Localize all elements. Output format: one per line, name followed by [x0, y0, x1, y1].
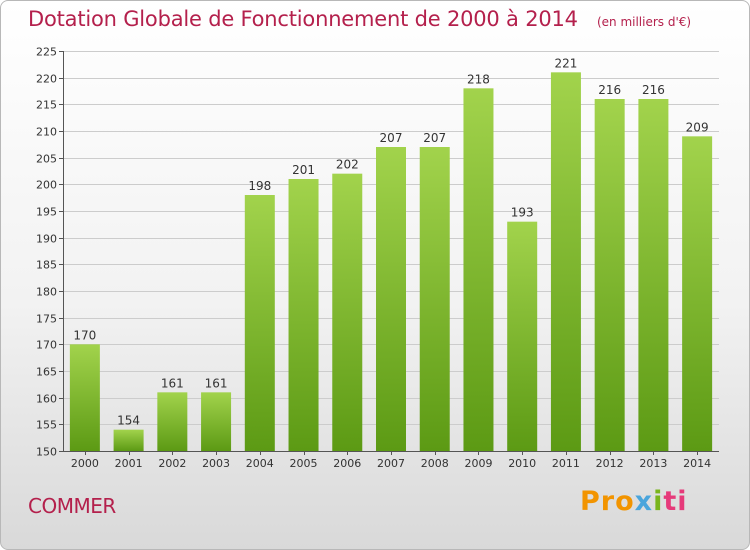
y-tick-label: 155	[36, 419, 57, 432]
y-tick-label: 190	[36, 233, 57, 246]
x-tick-label: 2010	[508, 457, 536, 470]
bar-2004	[244, 195, 275, 451]
bar-2009	[463, 88, 494, 451]
labels: 150 155 160 165 170 175 180 185 190 195 200 205 210 2…	[36, 46, 711, 471]
data-label: 161	[205, 376, 228, 390]
bar-2002	[157, 392, 188, 451]
logo-part-3: i	[653, 486, 664, 517]
data-label: 154	[117, 414, 140, 428]
proxiti-logo: Proxiti	[580, 486, 688, 517]
y-tick-label: 195	[36, 206, 57, 219]
data-label: 198	[248, 179, 271, 193]
y-tick-label: 150	[36, 446, 57, 459]
y-tick-label: 180	[36, 286, 57, 299]
x-tick-label: 2012	[596, 457, 624, 470]
bar-2008	[419, 147, 450, 451]
data-label: 193	[511, 206, 534, 220]
bar-2013	[638, 99, 669, 451]
data-label: 216	[642, 83, 665, 97]
x-tick-label: 2008	[421, 457, 449, 470]
bar-2000	[69, 344, 100, 451]
y-tick-label: 160	[36, 393, 57, 406]
x-tick-label: 2014	[683, 457, 711, 470]
x-tick-label: 2009	[464, 457, 492, 470]
data-label: 170	[73, 328, 96, 342]
y-tick-label: 185	[36, 259, 57, 272]
data-label: 207	[423, 131, 446, 145]
data-label: 216	[598, 83, 621, 97]
x-tick-label: 2011	[552, 457, 580, 470]
data-label: 202	[336, 158, 359, 172]
bar-2005	[288, 179, 319, 451]
bar-2003	[201, 392, 232, 451]
y-tick-label: 210	[36, 126, 57, 139]
y-tick-label: 225	[36, 46, 57, 59]
bar-2007	[376, 147, 406, 451]
chart-unit: (en milliers d'€)	[596, 15, 692, 29]
data-label: 218	[467, 72, 490, 86]
y-tick-label: 170	[36, 339, 57, 352]
bar-2001	[113, 429, 144, 451]
axes	[59, 51, 719, 455]
bars	[69, 72, 713, 452]
y-tick-label: 220	[36, 73, 57, 86]
chart-title: Dotation Globale de Fonctionnement de 20…	[28, 7, 578, 31]
y-tick-label: 205	[36, 153, 57, 166]
logo-part-1: Pro	[580, 486, 635, 517]
data-label: 209	[686, 120, 709, 134]
x-tick-label: 2000	[71, 457, 99, 470]
x-tick-label: 2007	[377, 457, 405, 470]
commune-name: COMMER	[28, 494, 116, 518]
title-row: Dotation Globale de Fonctionnement de 20…	[28, 7, 691, 31]
bar-2012	[594, 99, 625, 451]
x-tick-label: 2003	[202, 457, 230, 470]
data-label: 207	[380, 131, 403, 145]
x-tick-label: 2006	[333, 457, 361, 470]
bar-2006	[332, 173, 363, 451]
x-tick-label: 2004	[246, 457, 274, 470]
logo-part-4: ti	[663, 486, 688, 517]
bar-2011	[550, 72, 581, 451]
data-label: 221	[554, 56, 577, 70]
data-label: 161	[161, 376, 184, 390]
y-tick-label: 165	[36, 366, 57, 379]
y-tick-label: 175	[36, 313, 57, 326]
y-tick-label: 215	[36, 99, 57, 112]
x-tick-label: 2002	[158, 457, 186, 470]
logo-part-2: x	[634, 486, 654, 517]
x-tick-label: 2013	[639, 457, 667, 470]
y-tick-label: 200	[36, 179, 57, 192]
bar-2010	[507, 221, 538, 451]
x-tick-label: 2005	[290, 457, 318, 470]
x-tick-label: 2001	[115, 457, 143, 470]
bar-2014	[682, 136, 713, 452]
data-label: 201	[292, 163, 315, 177]
